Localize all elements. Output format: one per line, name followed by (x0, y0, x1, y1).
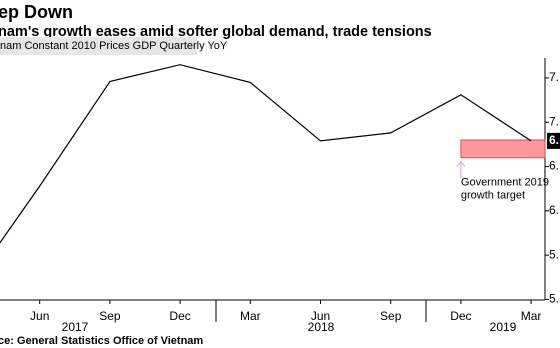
chart-title: ep Down (0, 2, 73, 22)
x-tick-label: Jun (30, 309, 49, 323)
y-tick-label: 6. (549, 203, 559, 217)
y-tick-label: 6. (549, 159, 559, 173)
y-tick-label: 7. (549, 70, 559, 84)
target-arrowhead (456, 160, 466, 168)
x-tick-label: Mar (240, 309, 261, 323)
target-label: Government 2019 (461, 177, 549, 189)
x-tick-label: Sep (99, 309, 121, 323)
y-tick-label: 7. (549, 114, 559, 128)
x-tick-label: Dec (450, 309, 471, 323)
legend-label: nam Constant 2010 Prices GDP Quarterly Y… (0, 40, 228, 52)
x-tick-label: Jun (311, 309, 330, 323)
year-label: 2018 (308, 320, 335, 334)
x-tick-label: Mar (521, 309, 542, 323)
last-value-box (547, 132, 560, 149)
x-tick-label: Dec (169, 309, 190, 323)
legend-box (0, 37, 197, 55)
year-label: 2017 (62, 320, 89, 334)
target-label: growth target (461, 190, 525, 202)
last-value-label: 6. (549, 133, 559, 147)
chart-subtitle: nam's growth eases amid softer global de… (0, 24, 432, 40)
year-label: 2019 (490, 320, 517, 334)
source: ce: General Statistics Office of Vietnam (0, 335, 203, 347)
y-tick-label: 5. (549, 292, 559, 306)
y-tick-label: 5. (549, 247, 559, 261)
target-band (460, 139, 546, 159)
x-tick-label: Sep (380, 309, 402, 323)
series-line (0, 64, 532, 244)
